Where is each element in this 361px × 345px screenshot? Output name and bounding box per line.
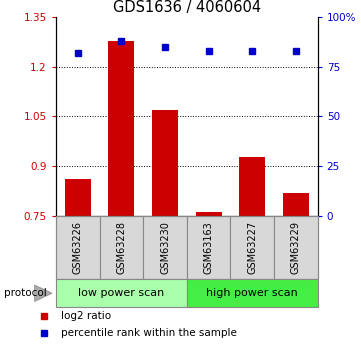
Bar xyxy=(56,216,100,279)
Text: GSM63226: GSM63226 xyxy=(73,221,83,274)
Bar xyxy=(274,216,318,279)
Bar xyxy=(187,216,230,279)
Text: GSM63163: GSM63163 xyxy=(204,221,214,274)
Text: log2 ratio: log2 ratio xyxy=(61,311,111,321)
Text: GSM63228: GSM63228 xyxy=(116,221,126,274)
Text: GSM63230: GSM63230 xyxy=(160,221,170,274)
Bar xyxy=(56,279,187,307)
Title: GDS1636 / 4060604: GDS1636 / 4060604 xyxy=(113,0,261,15)
Bar xyxy=(187,279,318,307)
Bar xyxy=(100,216,143,279)
Bar xyxy=(230,216,274,279)
Text: high power scan: high power scan xyxy=(206,288,298,298)
Bar xyxy=(65,179,91,216)
Bar xyxy=(143,216,187,279)
Text: GSM63227: GSM63227 xyxy=(247,221,257,274)
Text: protocol: protocol xyxy=(4,288,46,298)
Bar xyxy=(239,157,265,216)
Bar xyxy=(152,110,178,216)
Text: low power scan: low power scan xyxy=(78,288,165,298)
Text: percentile rank within the sample: percentile rank within the sample xyxy=(61,328,236,338)
Bar xyxy=(196,212,222,216)
Bar xyxy=(108,41,135,216)
Bar xyxy=(283,193,309,216)
Polygon shape xyxy=(35,285,52,302)
Text: GSM63229: GSM63229 xyxy=(291,221,301,274)
